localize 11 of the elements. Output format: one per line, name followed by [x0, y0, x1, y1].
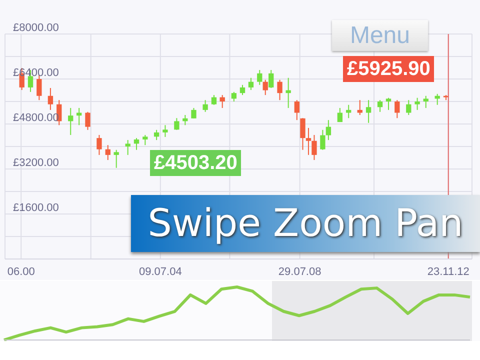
- annotation: £5925.90: [343, 56, 434, 82]
- annotation: Swipe Zoom Pan: [131, 195, 480, 252]
- x-tick-label: 09.07.04: [139, 266, 182, 278]
- x-tick-label: 06.00: [7, 266, 35, 278]
- y-tick-label: £1600.00: [13, 202, 59, 214]
- annotation: Menu: [332, 20, 428, 51]
- annotation: £4503.20: [150, 150, 242, 176]
- x-tick-label: 23.11.12: [427, 266, 470, 278]
- y-tick-label: £8000.00: [13, 22, 59, 34]
- y-tick-label: £3200.00: [13, 156, 59, 169]
- x-tick-label: 29.07.08: [278, 266, 322, 278]
